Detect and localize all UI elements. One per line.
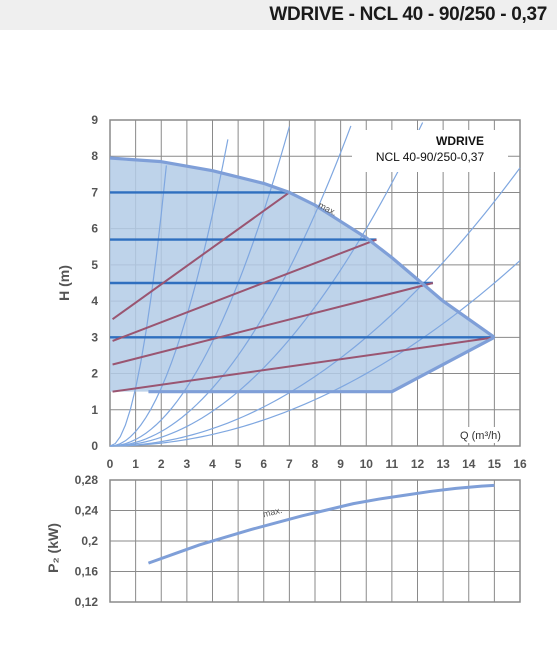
min-curve bbox=[148, 335, 496, 394]
q-label-bg bbox=[456, 427, 516, 443]
hq-y-tick-label: 8 bbox=[91, 149, 98, 163]
p2-y-axis-title: P₂ (kW) bbox=[45, 523, 61, 573]
hq-y-tick-label: 2 bbox=[91, 367, 98, 381]
hq-y-tick-label: 4 bbox=[91, 294, 98, 308]
hq-x-tick-label: 10 bbox=[360, 457, 374, 471]
proportional-pressure-line bbox=[112, 238, 377, 342]
hq-x-tick-label: 12 bbox=[411, 457, 425, 471]
system-curve bbox=[109, 165, 167, 447]
inset-subtitle: NCL 40-90/250-0,37 bbox=[376, 150, 485, 164]
operating-area bbox=[110, 158, 495, 392]
proportional-pressure-line bbox=[111, 191, 290, 321]
hq-y-tick-label: 1 bbox=[91, 403, 98, 417]
system-curve bbox=[109, 167, 521, 447]
hq-x-tick-label: 8 bbox=[312, 457, 319, 471]
proportional-pressure-line bbox=[112, 282, 434, 366]
system-curve bbox=[109, 126, 290, 447]
p2-y-tick-label: 0,12 bbox=[75, 595, 99, 609]
hq-x-tick-label: 6 bbox=[260, 457, 267, 471]
hq-y-axis-title: H (m) bbox=[56, 265, 72, 301]
system-curve bbox=[109, 125, 352, 447]
hq-x-tick-label: 1 bbox=[132, 457, 139, 471]
hq-y-tick-label: 5 bbox=[91, 258, 98, 272]
page-title: WDRIVE - NCL 40 - 90/250 - 0,37 bbox=[269, 4, 547, 25]
hq-x-tick-label: 0 bbox=[107, 457, 114, 471]
hq-y-tick-label: 7 bbox=[91, 185, 98, 199]
inset-title: WDRIVE bbox=[436, 134, 484, 148]
max-curve bbox=[109, 156, 496, 339]
hq-y-tick-label: 9 bbox=[91, 113, 98, 127]
hq-x-axis-title: Q (m³/h) bbox=[460, 430, 501, 442]
hq-x-tick-label: 5 bbox=[235, 457, 242, 471]
hq-x-tick-label: 11 bbox=[386, 457, 399, 471]
p2-y-tick-label: 0,24 bbox=[75, 504, 99, 518]
system-curve bbox=[109, 260, 521, 447]
hq-y-tick-label: 3 bbox=[91, 330, 98, 344]
system-curve bbox=[109, 122, 424, 447]
hq-y-tick-label: 0 bbox=[91, 439, 98, 453]
hq-x-tick-label: 7 bbox=[286, 457, 293, 471]
hq-x-tick-label: 14 bbox=[462, 457, 476, 471]
inset-title-box bbox=[352, 130, 508, 172]
header-bar: WDRIVE - NCL 40 - 90/250 - 0,37 bbox=[0, 0, 557, 30]
hq-x-tick-label: 15 bbox=[488, 457, 502, 471]
hq-x-tick-label: 13 bbox=[436, 457, 450, 471]
p2-y-tick-label: 0,16 bbox=[75, 565, 99, 579]
hq-x-tick-label: 2 bbox=[158, 457, 165, 471]
hq-y-tick-label: 6 bbox=[91, 222, 98, 236]
p2-y-tick-label: 0,28 bbox=[75, 473, 99, 487]
proportional-pressure-line bbox=[112, 336, 495, 393]
hq-x-tick-label: 4 bbox=[209, 457, 216, 471]
p2-max-annotation: max. bbox=[262, 505, 283, 519]
hq-x-tick-label: 3 bbox=[184, 457, 191, 471]
hq-x-tick-label: 16 bbox=[513, 457, 527, 471]
hq-x-tick-label: 9 bbox=[337, 457, 344, 471]
p2-power-curve bbox=[147, 483, 495, 565]
system-curve bbox=[109, 139, 229, 447]
p2-y-tick-label: 0,2 bbox=[81, 534, 98, 548]
